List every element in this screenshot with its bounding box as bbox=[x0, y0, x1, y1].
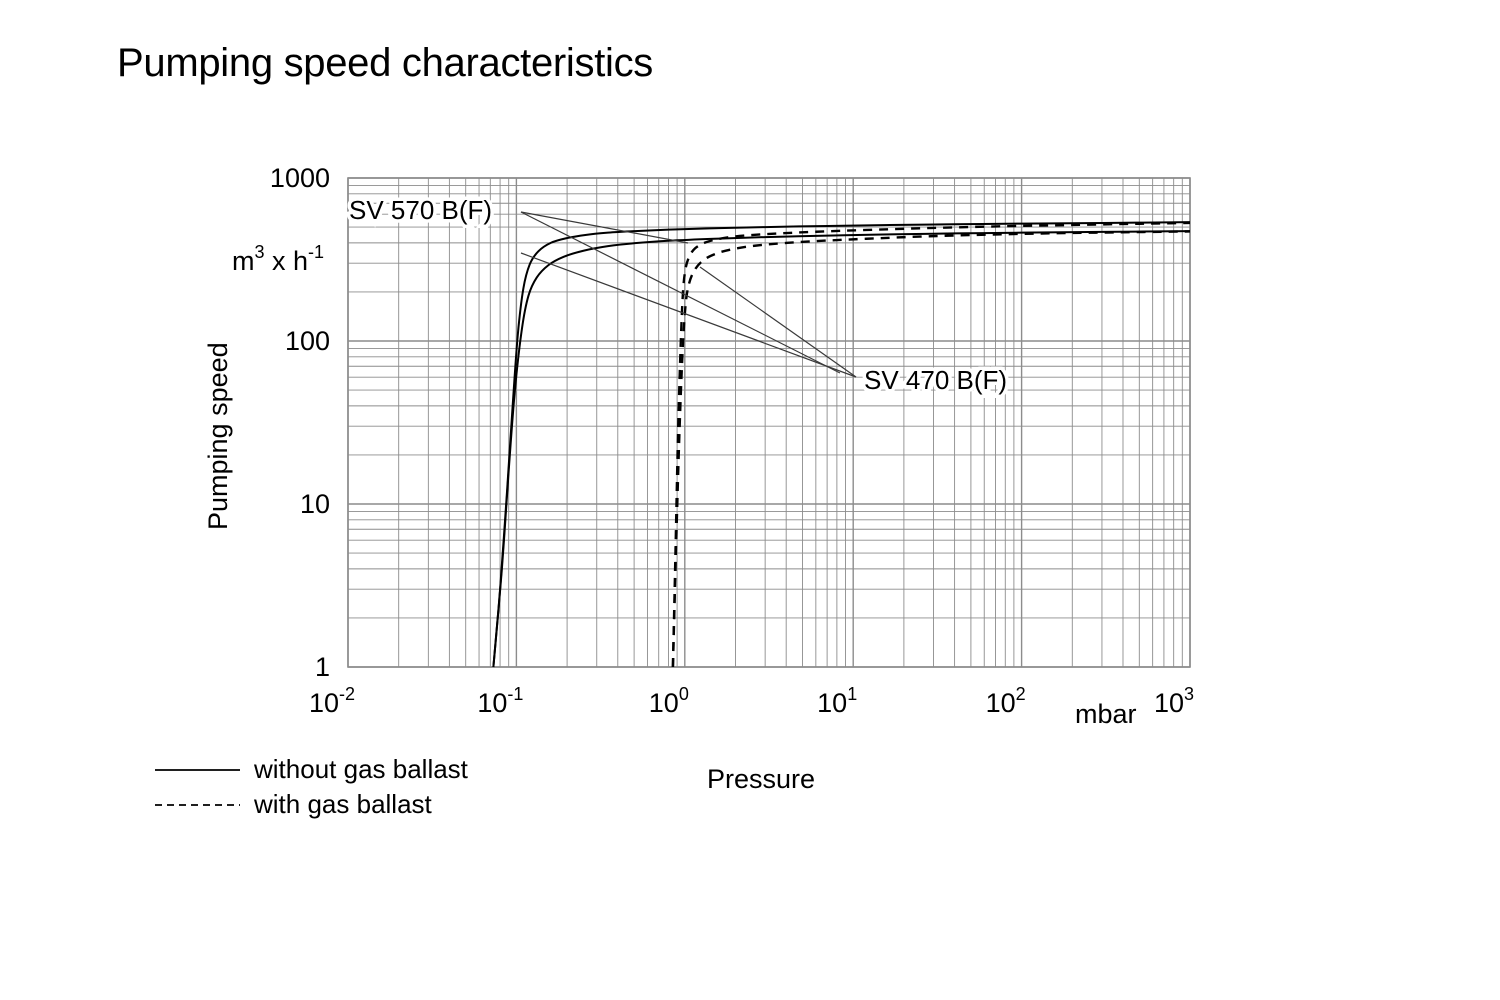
leader-line bbox=[520, 252, 857, 378]
y-tick-label: 10 bbox=[300, 489, 330, 519]
series-label-2: SV 470 B(F) bbox=[864, 365, 1007, 395]
series-label-halo: SV 470 B(F) bbox=[864, 365, 1007, 395]
x-tick-label: 100 bbox=[649, 684, 689, 718]
y-tick-label: 1 bbox=[315, 652, 330, 682]
x-tick-label: 10-1 bbox=[477, 684, 523, 718]
legend-label-2: with gas ballast bbox=[253, 789, 433, 819]
annotation-leader-lines bbox=[520, 211, 857, 378]
curve-4 bbox=[671, 230, 1191, 668]
page-title: Pumping speed characteristics bbox=[117, 41, 654, 85]
x-tick-label: 101 bbox=[817, 684, 857, 718]
leader-line bbox=[520, 211, 841, 374]
leader-line bbox=[520, 211, 689, 244]
series-label-1: SV 570 B(F) bbox=[349, 195, 492, 225]
grid-major bbox=[347, 177, 1191, 668]
series-label-halo: SV 570 B(F) bbox=[349, 195, 492, 225]
curve-1 bbox=[492, 221, 1191, 668]
x-tick-label: 10-2 bbox=[309, 684, 355, 718]
y-tick-label: 1000 bbox=[270, 163, 330, 193]
plot-frame bbox=[347, 177, 1191, 668]
x-tick-label: 103 bbox=[1154, 684, 1194, 718]
legend-label-1: without gas ballast bbox=[253, 754, 469, 784]
y-axis-unit-label: m3 x h-1 bbox=[232, 242, 324, 276]
curve-2 bbox=[492, 230, 1191, 668]
y-axis-title: Pumping speed bbox=[203, 342, 233, 530]
y-tick-label: 100 bbox=[285, 326, 330, 356]
leader-line bbox=[699, 266, 857, 378]
x-tick-label: 102 bbox=[986, 684, 1026, 718]
x-axis-title: Pressure bbox=[707, 764, 815, 794]
grid-minor bbox=[348, 178, 1190, 667]
data-curves bbox=[492, 221, 1191, 668]
x-axis-unit-label: mbar bbox=[1075, 699, 1137, 729]
axis-and-annotation-labels: 1 10 100 1000 10-2 10-1 100 101 102 103 mbar m3 x h… bbox=[155, 163, 1194, 819]
curve-3 bbox=[671, 221, 1191, 668]
